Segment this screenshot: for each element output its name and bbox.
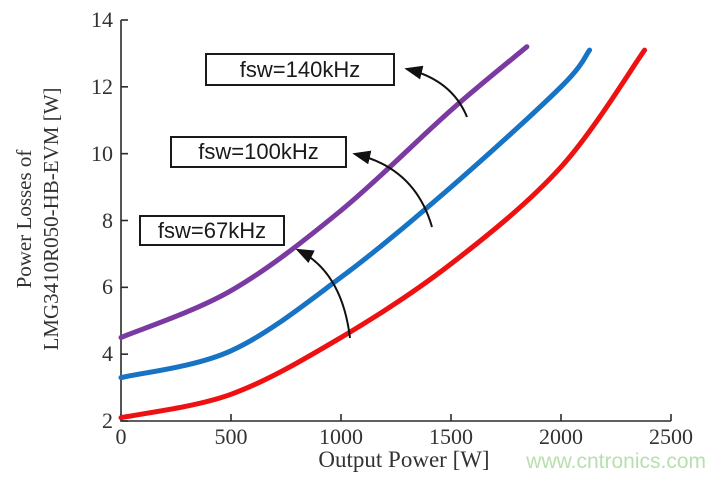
x-axis-label: Output Power [W] [318,447,490,472]
curves [118,44,648,421]
curve-fsw-100khz [118,47,593,381]
y-tick-label: 6 [102,274,113,300]
annotation-label-fsw-100khz: fsw=100kHz [198,139,319,164]
x-tick-label: 2000 [539,424,583,449]
y-axis-label-line1: Power Losses of [12,149,36,289]
y-tick-label: 14 [91,7,113,32]
y-tick-label: 10 [91,140,113,166]
y-tick-label: 2 [102,408,113,433]
annotation-arrow [404,65,468,118]
y-axis-label-line2: LMG3410R050-HB-EVM [W] [39,87,63,351]
x-tick-label: 0 [115,424,127,449]
annotation-box-fsw-100khz: fsw=100kHz [170,136,347,168]
annotation-arrows [295,65,468,339]
annotation-label-fsw-67khz: fsw=67kHz [157,217,267,243]
curve-fsw-140khz [118,44,530,340]
x-tick-label: 2500 [649,424,693,449]
axes [120,19,672,422]
curve-fsw-67khz [118,47,648,421]
y-tick-label: 12 [91,73,113,99]
annotation-arrow [352,150,433,228]
y-tick-label: 8 [102,207,113,233]
y-axis-label: Power Losses of LMG3410R050-HB-EVM [W] [11,0,67,439]
annotation-box-fsw-140khz: fsw=140kHz [205,53,395,86]
annotation-arrow [295,248,351,339]
x-tick-label: 1500 [429,424,473,449]
annotation-label-fsw-140khz: fsw=140kHz [239,56,361,82]
watermark: www.cntronics.com [526,450,706,473]
annotation-box-fsw-67khz: fsw=67kHz [139,215,285,246]
x-tick-label: 500 [214,424,248,449]
y-tick-label: 4 [102,341,113,367]
x-tick-label: 1000 [319,424,363,449]
